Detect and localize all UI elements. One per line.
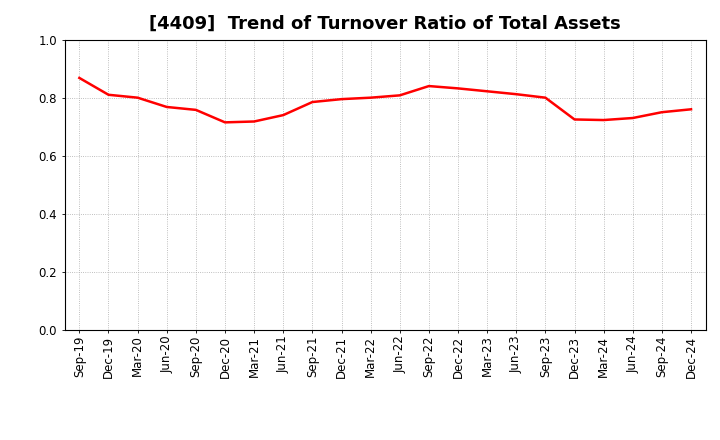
- Title: [4409]  Trend of Turnover Ratio of Total Assets: [4409] Trend of Turnover Ratio of Total …: [149, 15, 621, 33]
